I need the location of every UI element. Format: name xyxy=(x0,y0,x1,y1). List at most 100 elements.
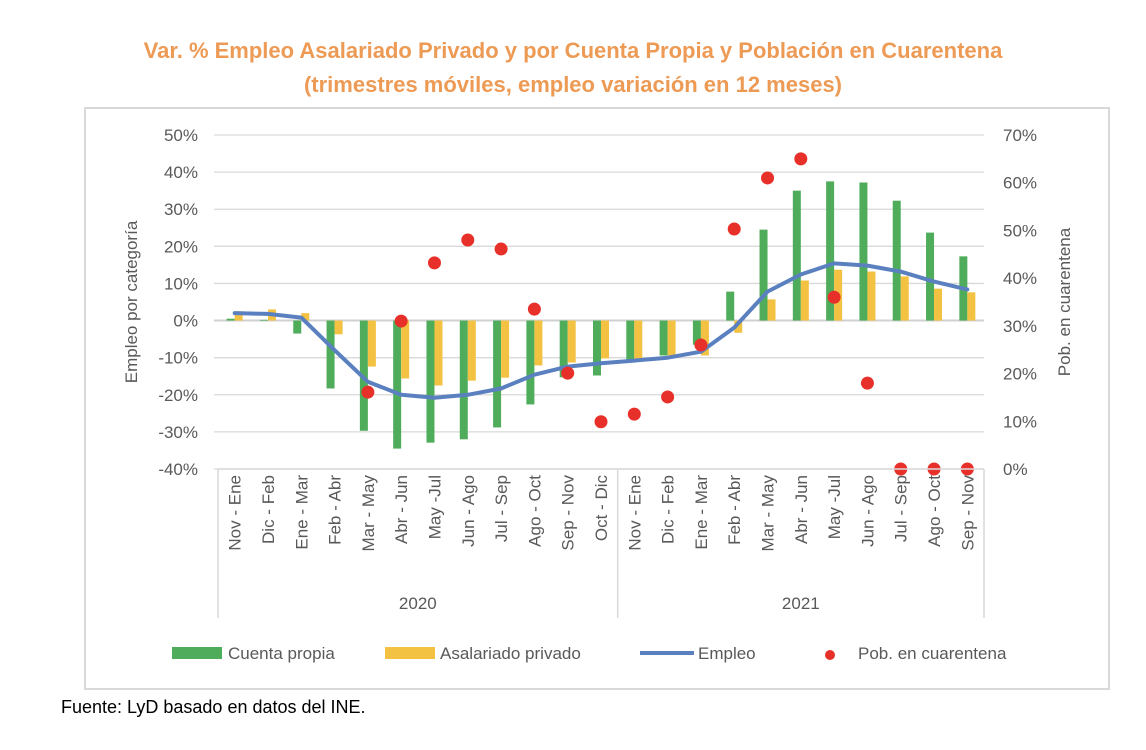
y-tick-label: -20% xyxy=(158,386,198,405)
y-tick-label: -10% xyxy=(158,349,198,368)
y2-tick-label: 40% xyxy=(1003,269,1037,288)
cuarentena-point xyxy=(727,222,741,236)
legend-swatch-cuarentena xyxy=(825,650,835,660)
x-tick-label: Jun - Ago xyxy=(459,475,478,547)
x-tick-label: Feb - Abr xyxy=(725,475,744,545)
source-footer: Fuente: LyD basado en datos del INE. xyxy=(61,697,366,717)
cuarentena-point xyxy=(794,152,808,166)
bar-asalariado-privado xyxy=(501,320,510,378)
cuarentena-dots xyxy=(361,152,974,476)
bar-cuenta-propia xyxy=(692,320,701,345)
y-tick-label: 20% xyxy=(164,237,198,256)
cuarentena-point xyxy=(527,302,541,316)
bar-asalariado-privado xyxy=(634,320,643,359)
cuarentena-point xyxy=(561,366,575,380)
cuarentena-point xyxy=(761,171,775,185)
bar-cuenta-propia xyxy=(759,229,768,321)
y2-tick-label: 10% xyxy=(1003,412,1037,431)
legend-label-cuarentena: Pob. en cuarentena xyxy=(858,644,1007,663)
bar-cuenta-propia xyxy=(926,232,935,321)
x-tick-label: Dic - Feb xyxy=(259,475,278,544)
legend-label-asalariado-privado: Asalariado privado xyxy=(440,644,581,663)
y-tick-label: 10% xyxy=(164,274,198,293)
bar-cuenta-propia xyxy=(792,190,801,321)
bar-asalariado-privado xyxy=(734,320,743,333)
y-axis-label: Empleo por categoría xyxy=(122,220,141,383)
y2-tick-label: 20% xyxy=(1003,365,1037,384)
bar-cuenta-propia xyxy=(726,291,735,321)
x-tick-label: Jul - Sep xyxy=(492,475,511,542)
bar-cuenta-propia xyxy=(859,182,868,321)
bar-asalariado-privado xyxy=(800,280,809,321)
x-tick-label: Jun - Ago xyxy=(858,475,877,547)
bar-asalariado-privado xyxy=(534,320,543,366)
bars xyxy=(226,181,976,449)
y-tick-label: -40% xyxy=(158,460,198,479)
x-tick-label: Oct - Dic xyxy=(592,475,611,542)
bar-cuenta-propia xyxy=(259,319,268,321)
y2-tick-label: 0% xyxy=(1003,460,1028,479)
x-tick-label: Ago - Oct xyxy=(525,475,544,547)
cuarentena-point xyxy=(594,415,608,429)
bar-asalariado-privado xyxy=(601,320,609,359)
x-tick-label: Nov - Ene xyxy=(625,475,644,551)
legend-swatch-cuenta-propia xyxy=(172,647,222,659)
x-tick-label: Sep - Nov xyxy=(958,475,977,551)
bar-cuenta-propia xyxy=(626,320,635,361)
bar-asalariado-privado xyxy=(234,311,243,321)
cuarentena-point xyxy=(361,385,375,399)
left-axis-ticks: 50% 40% 30% 20% 10% 0% -10% -20% -30% -40% xyxy=(158,126,198,479)
bar-asalariado-privado xyxy=(934,288,943,321)
bar-cuenta-propia xyxy=(593,320,601,376)
bar-cuenta-propia xyxy=(559,320,568,378)
bar-cuenta-propia xyxy=(326,320,335,389)
x-tick-label: Ago - Oct xyxy=(925,475,944,547)
bar-asalariado-privado xyxy=(301,313,310,321)
cuarentena-point xyxy=(860,376,874,390)
chart-title: Var. % Empleo Asalariado Privado y por C… xyxy=(143,38,1003,63)
x-tick-label: Mar - May xyxy=(359,475,378,552)
y-tick-label: -30% xyxy=(158,423,198,442)
year-label: 2021 xyxy=(782,594,820,613)
y-tick-label: 40% xyxy=(164,163,198,182)
year-label: 2020 xyxy=(399,594,437,613)
bar-cuenta-propia xyxy=(226,318,235,321)
bar-cuenta-propia xyxy=(426,320,435,443)
y2-tick-label: 60% xyxy=(1003,174,1037,193)
x-tick-label: May -Jul xyxy=(825,475,844,539)
legend-label-empleo: Empleo xyxy=(698,644,756,663)
cuarentena-point xyxy=(694,338,708,352)
bar-asalariado-privado xyxy=(700,320,709,356)
x-tick-label: Mar - May xyxy=(759,475,778,552)
x-tick-label: Ene - Mar xyxy=(692,475,711,550)
x-tick-label: Abr - Jun xyxy=(792,475,811,544)
category-axis: Nov - Ene Dic - Feb Ene - Mar Feb - Abr Mar … xyxy=(217,468,985,618)
y-tick-label: 50% xyxy=(164,126,198,145)
x-tick-label: Ene - Mar xyxy=(292,475,311,550)
chart-subtitle: (trimestres móviles, empleo variación en… xyxy=(303,72,843,97)
x-tick-label: Dic - Feb xyxy=(659,475,678,544)
bar-cuenta-propia xyxy=(826,181,835,321)
bar-cuenta-propia xyxy=(393,320,402,449)
empleo-line xyxy=(232,261,970,400)
cuarentena-point xyxy=(627,407,641,421)
bar-cuenta-propia xyxy=(459,320,468,440)
cuarentena-point xyxy=(461,233,475,247)
cuarentena-point xyxy=(827,290,841,304)
x-tick-label: Feb - Abr xyxy=(326,475,345,545)
bar-cuenta-propia xyxy=(892,200,901,321)
y2-tick-label: 50% xyxy=(1003,221,1037,240)
legend-swatch-asalariado-privado xyxy=(385,647,435,659)
bar-asalariado-privado xyxy=(667,320,676,356)
x-tick-label: May -Jul xyxy=(426,475,445,539)
cuarentena-point xyxy=(661,390,675,404)
y2-axis-label: Pob. en cuarentena xyxy=(1055,227,1074,376)
bar-asalariado-privado xyxy=(367,320,376,367)
bar-asalariado-privado xyxy=(867,271,876,321)
bar-asalariado-privado xyxy=(900,276,909,321)
bar-cuenta-propia xyxy=(659,320,668,356)
bar-asalariado-privado xyxy=(401,320,410,379)
bar-asalariado-privado xyxy=(467,320,476,381)
y2-tick-label: 30% xyxy=(1003,317,1037,336)
bar-asalariado-privado xyxy=(434,320,443,386)
